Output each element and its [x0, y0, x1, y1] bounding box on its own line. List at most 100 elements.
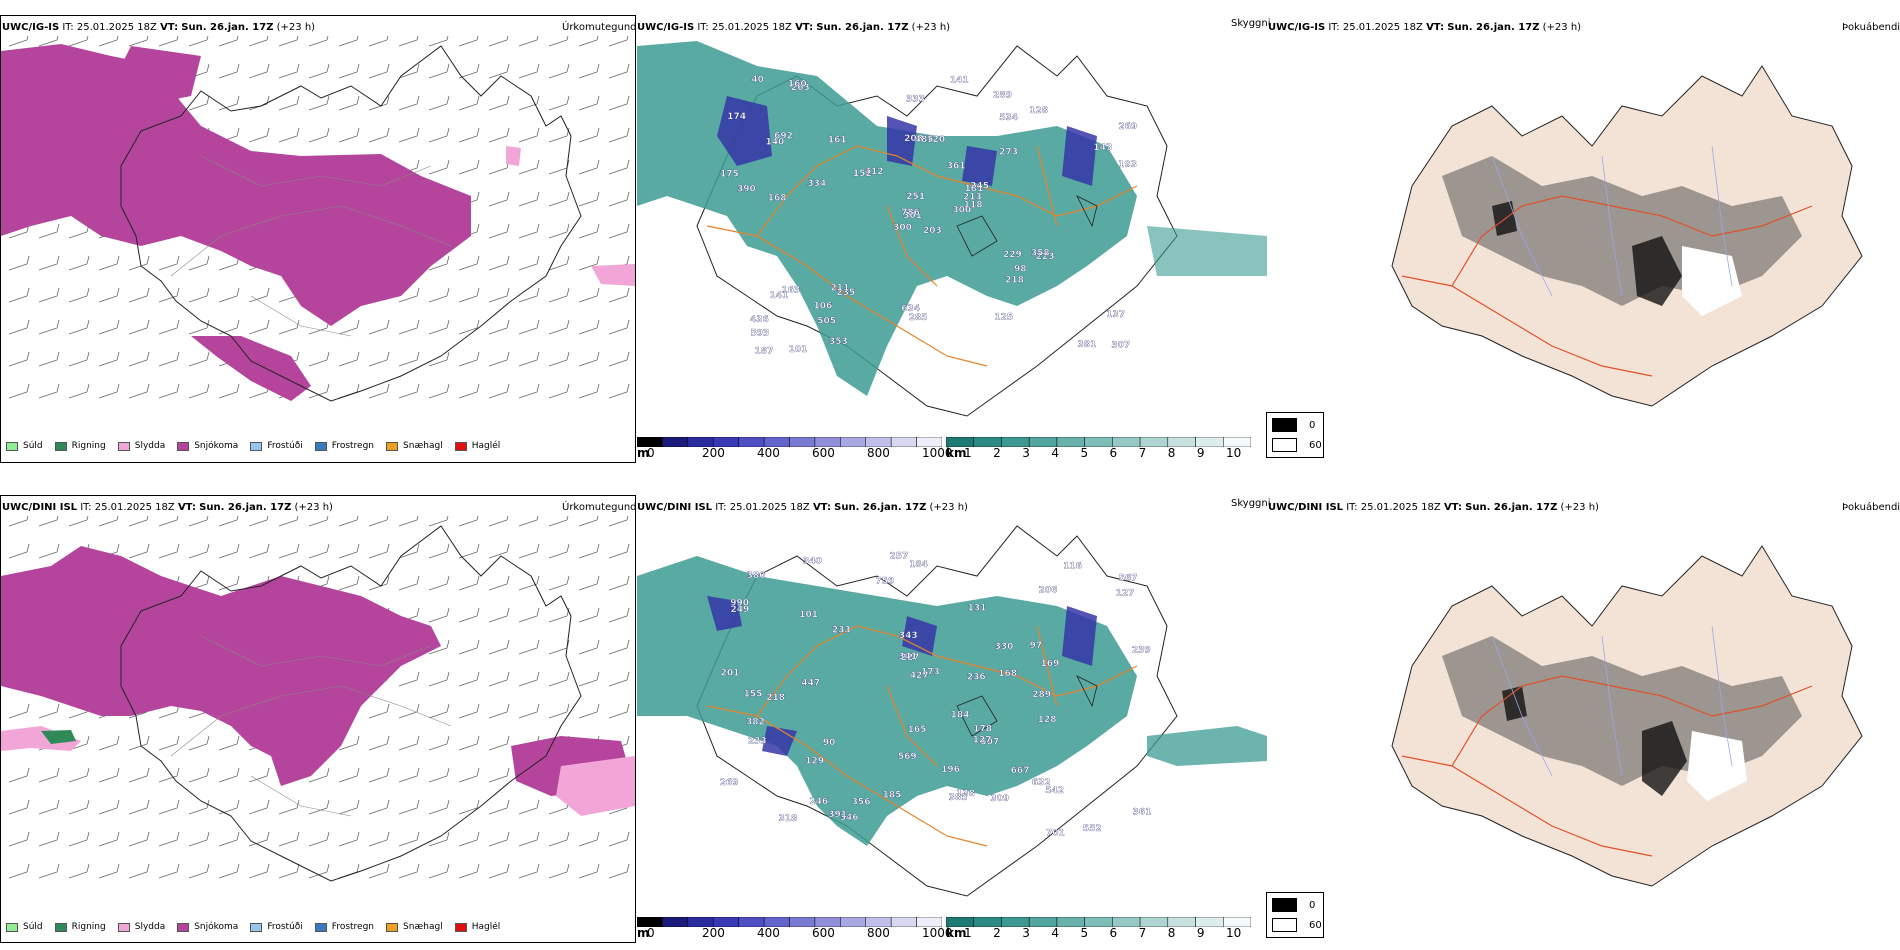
peak-label: 181: [965, 184, 984, 194]
peak-label: 593: [750, 328, 769, 338]
wind-barb: [488, 863, 510, 879]
wind-barb: [248, 516, 269, 527]
wind-barb: [518, 799, 540, 815]
wind-barb: [428, 63, 450, 79]
fog-header-1: UWC/IG-IS IT: 25.01.2025 18Z VT: Sun. 26…: [1268, 22, 1581, 34]
peak-label: 427: [910, 671, 929, 681]
wind-barb: [338, 516, 359, 527]
cloud-header-1: UWC/IG-IS IT: 25.01.2025 18Z VT: Sun. 26…: [637, 22, 950, 34]
precip-panel-1: [0, 15, 636, 463]
wind-barb: [368, 863, 390, 879]
wind-barb: [278, 516, 299, 527]
peak-label: 173: [921, 668, 940, 678]
wind-barb: [578, 383, 600, 399]
wind-barb: [458, 735, 480, 751]
wind-barb: [458, 671, 480, 687]
wind-barb: [38, 383, 60, 399]
peak-label: 155: [744, 689, 763, 699]
colorbar-tick-label: 1000: [922, 446, 953, 460]
peak-label: 141: [950, 76, 969, 86]
cloud-title-2: Skyggni: [1231, 498, 1271, 509]
wind-barb: [398, 516, 419, 527]
cloud-header-2: UWC/DINI ISL IT: 25.01.2025 18Z VT: Sun.…: [637, 502, 968, 514]
model-name: UWC/IG-IS: [2, 22, 60, 33]
wind-barb: [518, 127, 540, 143]
legend-item-drizzle: Súld: [6, 441, 43, 451]
cloud-base-area: [717, 96, 1097, 186]
wind-barb: [458, 36, 479, 47]
wind-barb: [608, 639, 630, 655]
init-time: IT: 25.01.2025 18Z: [1346, 502, 1441, 513]
wind-barb: [518, 159, 540, 175]
wind-barb: [488, 543, 510, 559]
peak-label: 101: [799, 610, 818, 620]
wind-barb: [368, 36, 389, 47]
wind-barb: [428, 575, 450, 591]
wind-barb: [578, 831, 600, 847]
legend-item-freezing-rain: Frostregn: [314, 922, 374, 932]
wind-barb: [548, 287, 570, 303]
lead-time: (+23 h): [1542, 22, 1582, 33]
peak-label: 128: [1029, 106, 1048, 116]
wind-barb: [488, 95, 510, 111]
cloud-base-ticks-1: 0 200 400 600 800 1000: [637, 446, 953, 462]
roads: [706, 145, 1138, 367]
wind-barb: [188, 543, 210, 559]
model-name: UWC/DINI ISL: [1268, 502, 1344, 513]
wind-barb: [488, 63, 510, 79]
wind-barb: [8, 36, 29, 47]
peak-label: 201: [721, 669, 740, 679]
fog-roads: [1401, 195, 1813, 377]
wind-barb: [128, 863, 150, 879]
wind-barb: [428, 863, 450, 879]
wind-barb: [428, 767, 450, 783]
wind-barb: [338, 831, 360, 847]
wind-barb: [458, 543, 480, 559]
wind-barb: [188, 255, 210, 271]
peak-label: 301: [903, 211, 922, 221]
colorbar-tick-label: 200: [702, 446, 725, 460]
peak-label: 534: [999, 113, 1018, 123]
valid-label: VT:: [812, 502, 831, 513]
precip-header-2: UWC/DINI ISL IT: 25.01.2025 18Z VT: Sun.…: [2, 502, 333, 514]
peak-label: 152: [853, 169, 872, 179]
wind-barb: [608, 671, 630, 687]
peak-label: 249: [731, 605, 750, 615]
wind-barb: [458, 516, 479, 527]
peak-label: 165: [908, 725, 927, 735]
wind-barb: [398, 575, 420, 591]
wind-barb: [608, 831, 630, 847]
wind-barb: [308, 799, 330, 815]
fog-clear: [1682, 246, 1742, 316]
lead-time: (+23 h): [1560, 502, 1599, 513]
wind-barb: [518, 255, 540, 271]
wind-barb: [608, 543, 630, 559]
wind-barb: [218, 575, 240, 591]
wind-barb: [398, 863, 420, 879]
legend-item-hail: Haglél: [454, 441, 500, 451]
wind-barb: [128, 831, 150, 847]
peak-label: 333: [906, 94, 925, 104]
wind-barb: [38, 799, 60, 815]
wind-barb: [398, 703, 420, 719]
peak-label: 213: [963, 193, 982, 203]
wind-barb: [188, 863, 210, 879]
wind-barb: [218, 516, 239, 527]
wind-barb: [578, 319, 600, 335]
colorbar-tick-label: 5: [1080, 446, 1089, 460]
fog-dense: [1502, 686, 1687, 796]
peak-label: 786: [901, 208, 920, 218]
valid-label: VT:: [1426, 22, 1445, 33]
wind-barb: [308, 516, 329, 527]
colorbar-tick-label: 1000: [922, 926, 953, 940]
snow-area: [1, 44, 471, 326]
wind-barb: [218, 36, 239, 47]
visibility-ticks-1: 1 2 3 4 5 6 7 8 9 10: [964, 446, 1251, 462]
wind-barb: [578, 36, 599, 47]
wind-barb: [548, 36, 569, 47]
wind-barb: [158, 319, 180, 335]
wind-barb: [158, 287, 180, 303]
wind-barb: [518, 516, 539, 527]
wind-barb: [338, 543, 360, 559]
peak-label: 211: [831, 284, 850, 294]
